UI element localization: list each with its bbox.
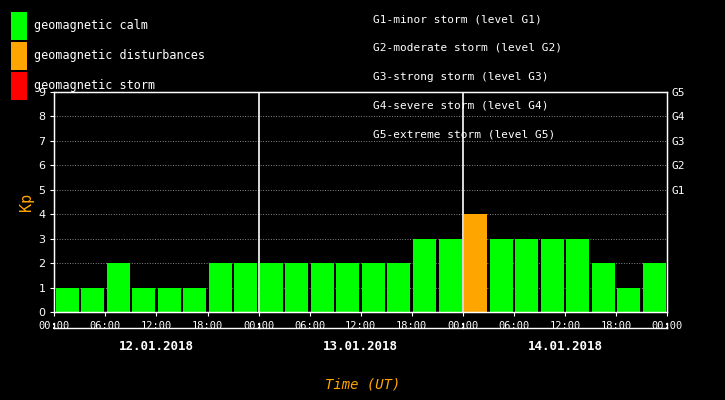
Bar (311, 263, 334, 312)
Y-axis label: Kp: Kp (19, 193, 34, 211)
Bar (107, 263, 130, 312)
Bar (617, 288, 640, 312)
Bar (336, 263, 360, 312)
Bar (439, 239, 462, 312)
Text: 12.01.2018: 12.01.2018 (119, 340, 194, 353)
Bar (489, 239, 513, 312)
Text: G3-strong storm (level G3): G3-strong storm (level G3) (373, 72, 549, 82)
Bar (592, 263, 615, 312)
Text: G2-moderate storm (level G2): G2-moderate storm (level G2) (373, 43, 563, 53)
Bar (515, 239, 538, 312)
Text: G5-extreme storm (level G5): G5-extreme storm (level G5) (373, 129, 555, 139)
Bar (234, 263, 257, 312)
Bar (81, 288, 104, 312)
Bar (541, 239, 563, 312)
Text: geomagnetic storm: geomagnetic storm (34, 80, 155, 92)
Text: geomagnetic calm: geomagnetic calm (34, 20, 148, 32)
Bar (158, 288, 181, 312)
Bar (209, 263, 232, 312)
Bar (413, 239, 436, 312)
Text: G4-severe storm (level G4): G4-severe storm (level G4) (373, 100, 549, 110)
Bar (387, 263, 410, 312)
Text: Time (UT): Time (UT) (325, 378, 400, 392)
Bar (260, 263, 283, 312)
Text: 14.01.2018: 14.01.2018 (527, 340, 602, 353)
Bar (183, 288, 206, 312)
Text: geomagnetic disturbances: geomagnetic disturbances (34, 50, 205, 62)
Bar (132, 288, 155, 312)
Bar (286, 263, 308, 312)
Bar (643, 263, 666, 312)
Bar (464, 214, 487, 312)
Bar (362, 263, 385, 312)
Bar (56, 288, 78, 312)
Text: G1-minor storm (level G1): G1-minor storm (level G1) (373, 14, 542, 24)
Bar (566, 239, 589, 312)
Text: 13.01.2018: 13.01.2018 (323, 340, 398, 353)
